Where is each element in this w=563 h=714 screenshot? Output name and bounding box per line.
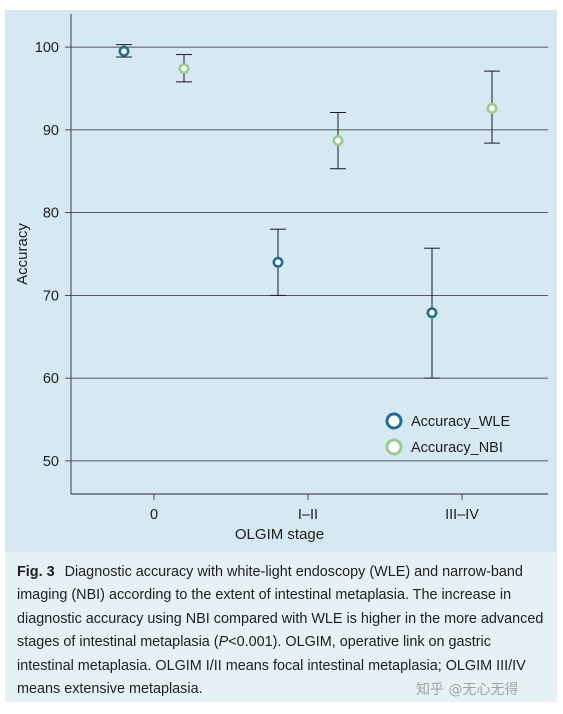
chart: 50 60 70 80 90 100 0 I–II III–IV OLGIM stage Accur… [14,14,548,543]
legend-label: Accuracy_NBI [411,440,503,456]
y-tick-label: 50 [43,454,59,470]
caption-p-symbol: P [218,634,229,651]
y-tick-label: 100 [35,40,59,56]
y-tick-label: 70 [43,288,59,304]
y-tick-label: 80 [43,206,59,222]
y-tick-label: 90 [43,123,59,139]
caption-text-part2: <0.001). OLGIM, operative link on gastri… [17,634,526,698]
chart-panel [5,10,557,552]
y-axis-title: Accuracy [14,223,31,285]
data-point-Accuracy_WLE [426,307,438,319]
data-point-Accuracy_NBI [178,63,190,75]
x-tick-label: III–IV [445,507,479,523]
data-point-Accuracy_NBI [332,135,344,147]
watermark: 知乎 @无心无得 [416,682,519,698]
caption-label: Fig. 3 [17,564,55,580]
legend-label: Accuracy_WLE [411,414,510,430]
y-tick-label: 60 [43,371,59,387]
x-tick-label: 0 [150,507,158,523]
data-point-Accuracy_NBI [486,102,498,114]
legend-marker-Accuracy_NBI [385,438,403,456]
data-point-Accuracy_WLE [118,45,130,57]
x-axis-title: OLGIM stage [235,526,324,543]
data-point-Accuracy_WLE [272,256,284,268]
figure-caption: Fig. 3 Diagnostic accuracy with white-lig… [5,552,557,702]
caption-text-part1: Diagnostic accuracy with white-light end… [17,564,544,651]
legend-marker-Accuracy_WLE [385,412,403,430]
x-tick-label: I–II [298,507,318,523]
